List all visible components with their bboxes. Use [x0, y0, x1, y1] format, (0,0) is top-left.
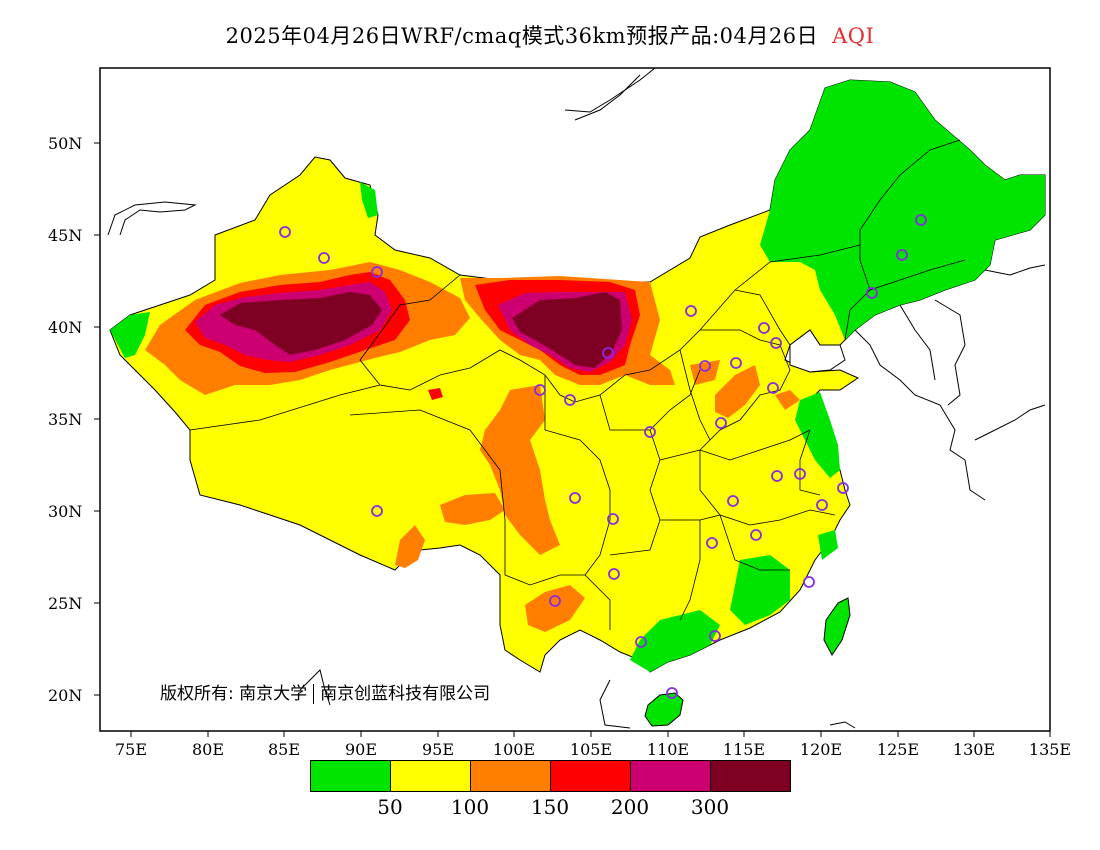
- legend-label: 50: [377, 795, 403, 819]
- maroon-xinjiang: [220, 292, 382, 355]
- station-marker: [896, 249, 908, 261]
- copyright-divider: [313, 684, 315, 704]
- station-marker: [794, 468, 806, 480]
- station-marker: [750, 529, 762, 541]
- lon-label: 110E: [646, 740, 690, 759]
- green-east-coast: [795, 392, 840, 478]
- orange-sichuan-qinghai: [480, 385, 560, 555]
- station-marker: [758, 322, 770, 334]
- station-marker: [685, 305, 697, 317]
- station-marker: [816, 499, 828, 511]
- province-borders: [189, 139, 966, 630]
- station-marker: [767, 382, 779, 394]
- station-marker: [770, 337, 782, 349]
- station-marker: [607, 513, 619, 525]
- station-marker: [803, 576, 815, 588]
- station-marker: [699, 360, 711, 372]
- station-marker: [837, 482, 849, 494]
- lat-label: 20N: [48, 686, 83, 705]
- lon-label: 105E: [569, 740, 613, 759]
- station-marker: [279, 226, 291, 238]
- orange-tibet-south: [395, 525, 425, 568]
- lon-label: 80E: [191, 740, 225, 759]
- orange-hebei-shandong: [715, 365, 760, 418]
- copyright-text: 版权所有: 南京大学 南京创蓝科技有限公司: [160, 679, 490, 704]
- legend-swatch: [391, 761, 471, 791]
- station-marker: [644, 426, 656, 438]
- station-marker: [549, 595, 561, 607]
- station-marker: [715, 417, 727, 429]
- region-hainan: [644, 692, 684, 727]
- green-fujian: [730, 555, 790, 625]
- orange-tibet-east: [440, 493, 505, 525]
- maroon-inner-mongolia: [512, 292, 622, 368]
- lat-label: 25N: [48, 594, 83, 613]
- legend-label: 150: [530, 795, 570, 819]
- station-marker: [318, 252, 330, 264]
- station-marker: [635, 636, 647, 648]
- lon-label: 125E: [876, 740, 920, 759]
- orange-yunnan: [525, 585, 585, 632]
- legend-swatch: [631, 761, 711, 791]
- map-area: [107, 68, 1046, 729]
- station-marker: [371, 266, 383, 278]
- station-marker: [534, 384, 546, 396]
- color-legend: [310, 760, 791, 792]
- lat-label: 50N: [48, 134, 83, 153]
- station-marker: [666, 687, 678, 699]
- lon-label: 85E: [267, 740, 301, 759]
- station-marker: [709, 630, 721, 642]
- lon-label: 100E: [492, 740, 536, 759]
- orange-henan: [690, 360, 720, 385]
- lon-label: 120E: [799, 740, 843, 759]
- station-marker: [730, 357, 742, 369]
- lon-label: 95E: [421, 740, 455, 759]
- legend-swatch: [711, 761, 790, 791]
- station-marker: [915, 214, 927, 226]
- title-main: 2025年04月26日WRF/cmaq模式36km预报产品:04月26日: [225, 24, 819, 48]
- map-title: 2025年04月26日WRF/cmaq模式36km预报产品:04月26日 AQI: [0, 20, 1100, 50]
- station-marker: [569, 492, 581, 504]
- title-variable: AQI: [832, 24, 875, 48]
- legend-label: 300: [690, 795, 730, 819]
- green-north-xinjiang: [360, 182, 378, 218]
- lat-label: 45N: [48, 226, 83, 245]
- lon-label: 115E: [722, 740, 766, 759]
- station-marker: [771, 470, 783, 482]
- legend-swatch: [551, 761, 631, 791]
- lon-label: 90E: [344, 740, 378, 759]
- station-marker: [564, 394, 576, 406]
- red-tibet-spot: [428, 388, 443, 400]
- station-marker: [727, 495, 739, 507]
- bohai-coast: [789, 329, 846, 373]
- lat-label: 40N: [48, 318, 83, 337]
- station-marker: [866, 287, 878, 299]
- lon-label: 130E: [952, 740, 996, 759]
- legend-label: 200: [610, 795, 650, 819]
- lon-label: 135E: [1028, 740, 1072, 759]
- lon-label: 75E: [114, 740, 148, 759]
- map-outlines: [107, 68, 1046, 729]
- green-northeast: [760, 80, 1045, 340]
- region-taiwan: [823, 597, 851, 656]
- legend-swatch: [311, 761, 391, 791]
- green-zhejiang: [818, 530, 838, 560]
- orange-shandong: [775, 390, 800, 410]
- green-guangdong: [630, 610, 720, 672]
- copyright-owner-b: 南京创蓝科技有限公司: [320, 684, 491, 704]
- lat-label: 30N: [48, 502, 83, 521]
- station-marker: [608, 568, 620, 580]
- green-west-xinjiang: [110, 312, 150, 358]
- axis-ticks: [94, 142, 1051, 737]
- lat-label: 35N: [48, 410, 83, 429]
- station-marker: [706, 537, 718, 549]
- station-marker: [371, 505, 383, 517]
- legend-swatch: [471, 761, 551, 791]
- copyright-owner-a: 版权所有: 南京大学: [160, 684, 308, 704]
- station-markers: [279, 214, 927, 699]
- map-frame: [99, 67, 1051, 732]
- legend-label: 100: [450, 795, 490, 819]
- station-marker: [602, 347, 614, 359]
